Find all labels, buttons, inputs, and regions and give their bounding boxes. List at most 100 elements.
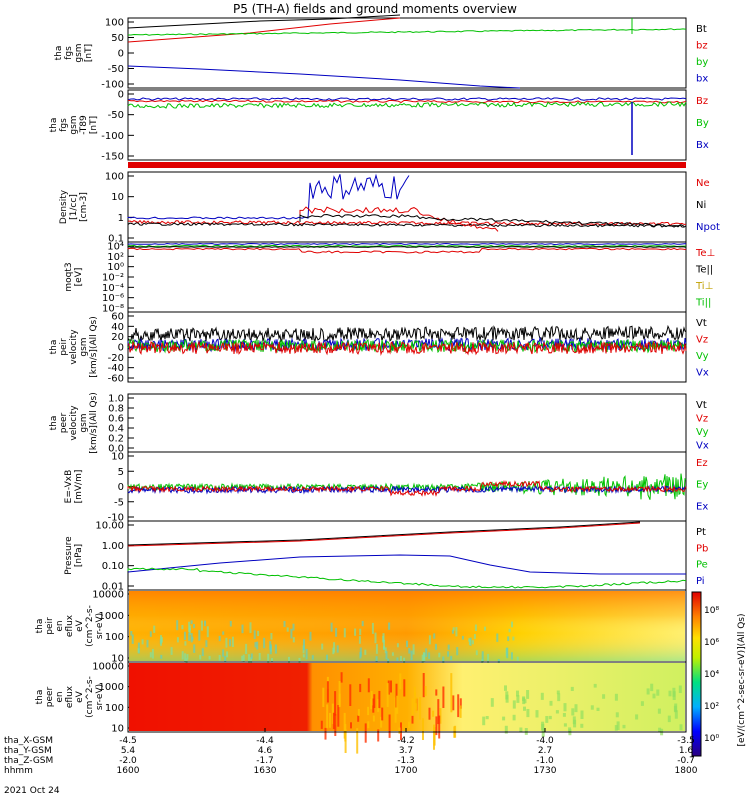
legend-pt: Pt [696, 527, 706, 538]
y-axis-label: eflux [65, 685, 75, 708]
spectrogram-cell [523, 706, 526, 711]
spectrogram-cell [461, 635, 464, 640]
spectrogram-cell [357, 709, 360, 716]
spectrogram-cell [398, 727, 401, 734]
y-tick-label: 1.00 [102, 541, 124, 552]
spectrogram-cell [563, 723, 567, 727]
spectrogram-cell [358, 636, 361, 644]
spectrogram-cell [367, 678, 370, 693]
spectrogram-cell [364, 723, 367, 743]
legend-bz: bz [696, 41, 708, 52]
ephemeris-value: -4.0 [536, 736, 554, 746]
y-axis-label: [nPa] [74, 544, 84, 567]
legend-vz: Vz [696, 414, 708, 425]
spectrogram-cell [616, 721, 620, 730]
spectrogram-cell [422, 718, 424, 740]
spectrogram-cell [186, 654, 189, 660]
spectrogram-cell [438, 652, 441, 658]
legend-pe: Pe [696, 560, 708, 571]
y-axis-label: [1/cc] [69, 194, 79, 220]
legend-ne: Ne [696, 178, 710, 189]
spectrogram-cell [674, 703, 678, 713]
y-tick-label: 0 [118, 49, 124, 60]
y-axis-label: eV [75, 690, 85, 703]
spectrogram-cell [218, 635, 221, 642]
spectrogram-cell [377, 699, 380, 712]
spectrogram-cell [667, 715, 671, 723]
spectrogram-cell [349, 684, 352, 706]
spectrogram-cell [185, 658, 188, 664]
spectrogram-cell [672, 691, 676, 700]
legend-by: by [696, 57, 708, 68]
spectrogram-cell [456, 647, 459, 656]
spectrogram-cell [387, 658, 390, 664]
y-tick-label: 0.4 [108, 424, 124, 435]
spectrogram-cell [437, 699, 440, 725]
spectrogram-cell [400, 722, 402, 741]
spectrogram-cell [614, 693, 618, 701]
spectrogram-cell [269, 644, 272, 655]
spectrogram-cell [321, 643, 324, 650]
spectrogram-cell [250, 653, 253, 659]
spectrogram-cell [204, 620, 206, 627]
spectrogram-cell [253, 630, 256, 639]
spectrogram-cell [423, 652, 425, 660]
spectrogram-cell [535, 710, 539, 718]
y-tick-label: 0.8 [108, 404, 124, 415]
y-tick-label: 0.2 [108, 434, 124, 445]
spectrogram-cell [524, 728, 528, 735]
y-axis-label: velocity [69, 405, 79, 441]
spectrogram-cell [231, 636, 234, 647]
y-axis-label: sr-eV) [95, 613, 105, 639]
y-tick-label: 40 [111, 322, 124, 333]
spectrogram-cell [225, 637, 228, 648]
spectrogram-cell [374, 632, 377, 644]
spectrogram-cell [267, 653, 270, 665]
spectrogram-cell [359, 628, 362, 636]
y-tick-label: 10⁻² [102, 273, 124, 284]
ephemeris-value: 1630 [254, 766, 277, 776]
series-pi [127, 554, 686, 575]
y-axis-label: gsm [79, 337, 89, 356]
spectrogram-cell [406, 640, 408, 648]
y-tick-label: 0 [118, 90, 124, 101]
spectrogram-cell [160, 635, 162, 646]
spectrogram-cell [471, 640, 474, 645]
spectrogram-cell [380, 716, 383, 728]
spectrogram-cell [450, 655, 453, 661]
spectrogram-cell [181, 625, 184, 630]
spectrogram-cell [378, 690, 381, 709]
series-vz [127, 340, 687, 356]
series-vy [127, 338, 687, 354]
spectrogram-cell [388, 714, 391, 738]
spectrogram-cell [184, 641, 187, 646]
spectrogram-cell [286, 627, 289, 632]
spectrogram-cell [337, 705, 340, 727]
spectrogram-cell [474, 624, 477, 631]
spectrogram-cell [635, 714, 639, 720]
y-axis-label: tha [54, 46, 64, 61]
y-axis-label: gsm [69, 115, 79, 134]
spectrogram-cell [548, 715, 552, 720]
spectrogram-cell [580, 723, 584, 728]
series-te [127, 247, 687, 254]
spectrogram-cell [512, 714, 516, 721]
spectrogram-cell [439, 708, 442, 724]
spectrogram-cell [658, 727, 662, 732]
spectrogram-cell [249, 622, 252, 634]
spectrogram-cell [646, 688, 650, 695]
spectrogram-cell [146, 639, 149, 648]
legend-ti: Ti|| [695, 298, 711, 309]
series-ti [128, 244, 686, 248]
y-tick-label: 0.1 [108, 234, 124, 245]
spectrogram-cell [386, 683, 389, 707]
y-axis-label: eflux [65, 614, 75, 637]
legend-ti: Ti⊥ [695, 281, 713, 292]
ephemeris-value: 1600 [117, 766, 140, 776]
panel-frame-density [127, 171, 687, 243]
spectrogram-cell [652, 693, 656, 699]
y-axis-label: en [55, 620, 65, 631]
spectrogram-cell [414, 692, 417, 707]
ephemeris-value: -4.2 [397, 736, 415, 746]
legend-te: Te⊥ [695, 248, 715, 259]
